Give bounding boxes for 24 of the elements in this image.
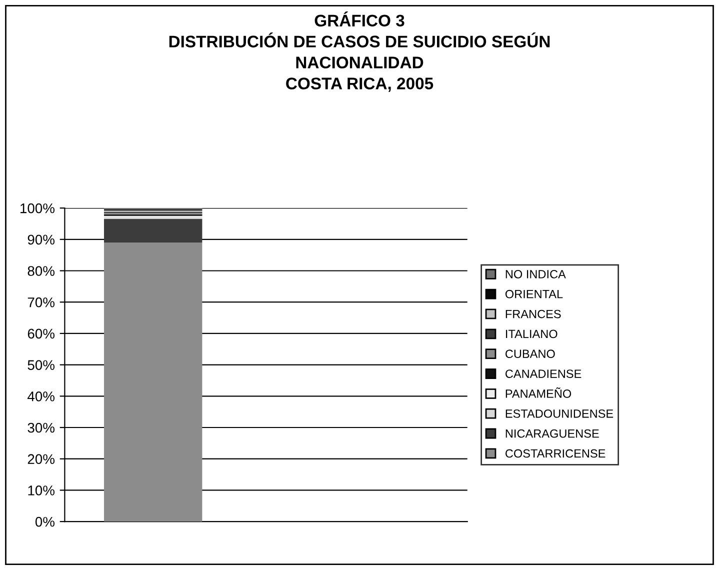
y-tick-label: 60% xyxy=(28,328,54,339)
y-tick-label: 50% xyxy=(28,360,54,370)
legend-label: ESTADOUNIDENSE xyxy=(506,409,614,418)
chart-title: GRÁFICO 3 DISTRIBUCIÓN DE CASOS DE SUICIDIO SEGÚN NACIONALIDAD COSTA RICA, 2005 xyxy=(169,12,550,92)
y-tick-label: 30% xyxy=(28,422,54,433)
y-tick-label: 70% xyxy=(28,297,54,308)
y-tick-label: 20% xyxy=(28,454,54,464)
legend-label: ITALIANO xyxy=(506,330,558,338)
legend-label: NO INDICA xyxy=(506,270,566,278)
bar xyxy=(104,219,202,243)
legend-label: FRANCES xyxy=(506,310,561,318)
y-tick-label: 80% xyxy=(28,266,54,276)
y-tick-label: 10% xyxy=(28,486,54,496)
legend-label: ORIENTAL xyxy=(505,290,563,298)
y-tick-label: 100% xyxy=(20,203,54,214)
y-tick-label: 0% xyxy=(35,516,54,527)
legend-label: PANAMEÑO xyxy=(506,387,572,398)
legend-label: CUBANO xyxy=(506,350,555,358)
bar xyxy=(104,242,202,522)
legend-label: NICARAGUENSE xyxy=(506,429,599,438)
y-tick-label: 40% xyxy=(28,391,54,402)
legend-label: COSTARRICENSE xyxy=(506,449,606,458)
y-tick-label: 90% xyxy=(28,234,54,245)
legend-label: CANADIENSE xyxy=(506,370,582,378)
